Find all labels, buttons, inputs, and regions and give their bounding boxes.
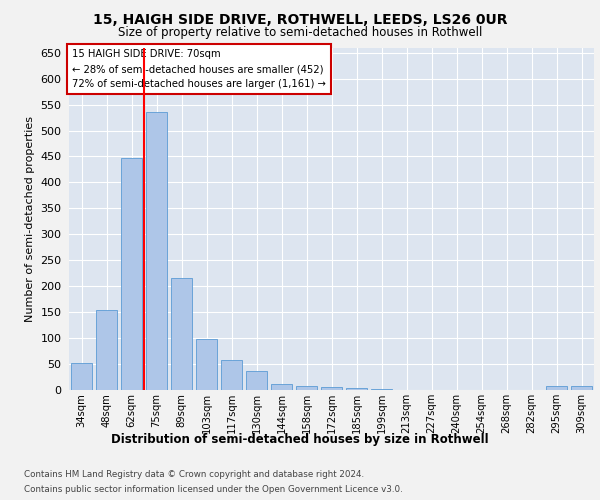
Bar [221, 360, 242, 390]
Bar [321, 388, 342, 390]
Y-axis label: Number of semi-detached properties: Number of semi-detached properties [25, 116, 35, 322]
Bar [246, 372, 267, 390]
Bar [96, 310, 117, 390]
Bar [121, 158, 142, 390]
Bar [271, 384, 292, 390]
Bar [196, 339, 217, 390]
Text: Contains HM Land Registry data © Crown copyright and database right 2024.: Contains HM Land Registry data © Crown c… [24, 470, 364, 479]
Bar [546, 386, 567, 390]
Text: Contains public sector information licensed under the Open Government Licence v3: Contains public sector information licen… [24, 485, 403, 494]
Bar [146, 112, 167, 390]
Bar [71, 363, 92, 390]
Bar [296, 386, 317, 390]
Text: Distribution of semi-detached houses by size in Rothwell: Distribution of semi-detached houses by … [111, 432, 489, 446]
Bar [371, 389, 392, 390]
Bar [346, 388, 367, 390]
Bar [571, 386, 592, 390]
Text: 15 HAIGH SIDE DRIVE: 70sqm
← 28% of semi-detached houses are smaller (452)
72% o: 15 HAIGH SIDE DRIVE: 70sqm ← 28% of semi… [71, 49, 325, 89]
Text: 15, HAIGH SIDE DRIVE, ROTHWELL, LEEDS, LS26 0UR: 15, HAIGH SIDE DRIVE, ROTHWELL, LEEDS, L… [93, 12, 507, 26]
Text: Size of property relative to semi-detached houses in Rothwell: Size of property relative to semi-detach… [118, 26, 482, 39]
Bar [171, 278, 192, 390]
